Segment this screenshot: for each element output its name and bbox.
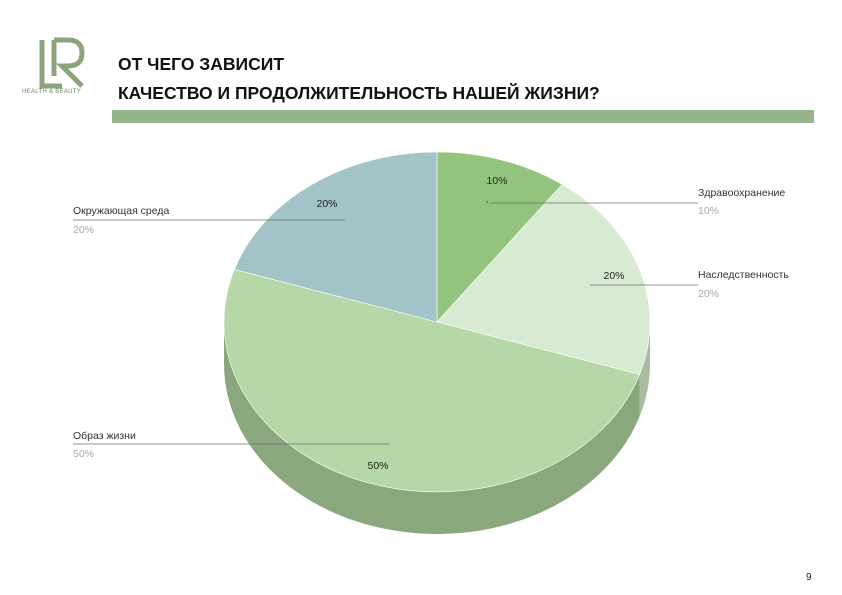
pie-slice-3 — [223, 269, 640, 493]
callout-1: Здравоохранение 10% — [486, 187, 785, 217]
callout-4: Окружающая среда 20% — [73, 205, 345, 236]
callout-dot-1 — [486, 201, 488, 203]
slice-label-1: 10% — [486, 175, 507, 187]
legend-value-3: 50% — [73, 448, 94, 460]
pie-side-3 — [224, 322, 640, 534]
page-title: ОТ ЧЕГО ЗАВИСИТ КАЧЕСТВО И ПРОДОЛЖИТЕЛЬН… — [118, 50, 600, 108]
pie-slice-4 — [234, 151, 438, 323]
legend-name-3: Образ жизни — [73, 430, 136, 442]
lr-logo-icon — [39, 37, 85, 89]
pie-side-2 — [639, 322, 650, 417]
legend-name-4: Окружающая среда — [73, 205, 169, 217]
title-line-2: КАЧЕСТВО И ПРОДОЛЖИТЕЛЬНОСТЬ НАШЕЙ ЖИЗНИ… — [118, 83, 600, 103]
legend-value-1: 10% — [698, 205, 719, 217]
legend-name-2: Наследственность — [698, 269, 789, 281]
legend-value-2: 20% — [698, 288, 719, 300]
legend-name-1: Здравоохранение — [698, 187, 785, 199]
logo-caption: HEALTH & BEAUTY — [22, 89, 82, 95]
legend-value-4: 20% — [73, 224, 94, 236]
callout-3: Образ жизни 50% — [73, 430, 390, 460]
pie-slice-2 — [436, 184, 651, 375]
pie-slice-1 — [436, 151, 563, 323]
title-line-1: ОТ ЧЕГО ЗАВИСИТ — [118, 54, 285, 74]
header-accent-bar — [112, 110, 814, 123]
slice-label-2: 20% — [603, 270, 624, 282]
callout-2: Наследственность 20% — [590, 269, 789, 300]
slice-label-4: 20% — [316, 198, 337, 210]
page-number: 9 — [806, 572, 812, 583]
slice-label-3: 50% — [367, 460, 388, 472]
pie-side-walls — [224, 322, 650, 534]
